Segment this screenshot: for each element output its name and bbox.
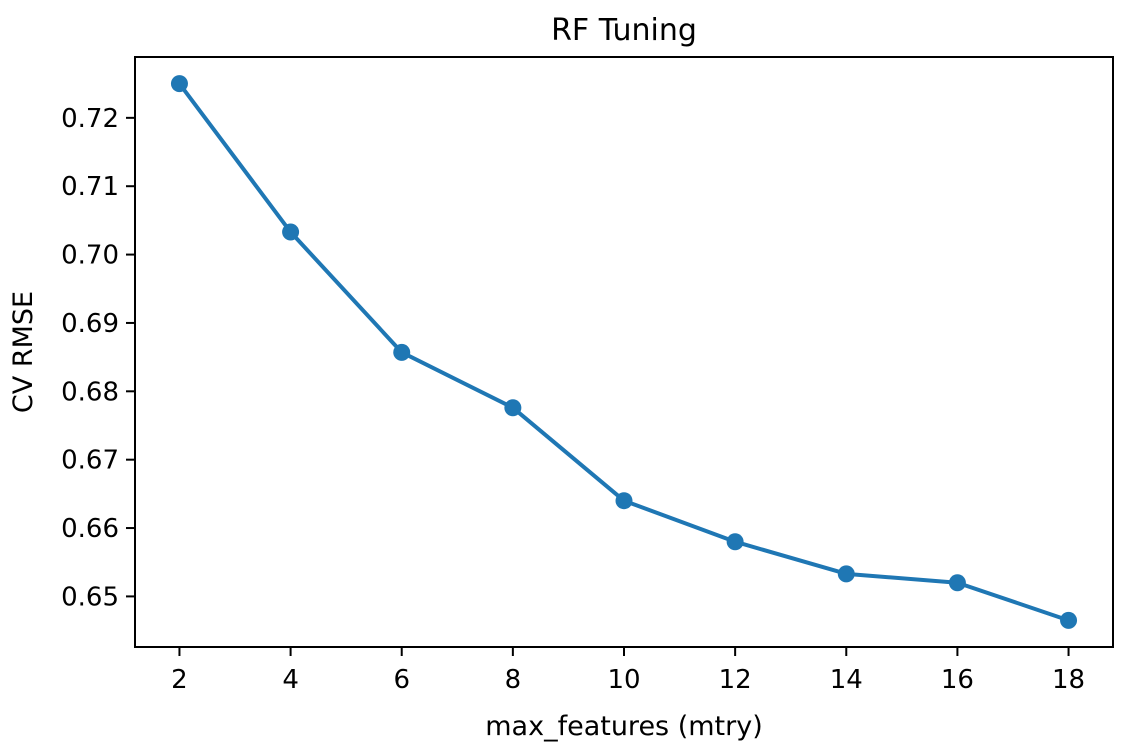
x-tick-label: 8 [505, 665, 522, 695]
y-tick-label: 0.70 [61, 241, 119, 271]
y-tick-label: 0.67 [61, 446, 119, 476]
data-point [393, 343, 411, 361]
x-tick-label: 14 [830, 665, 863, 695]
x-tick-label: 2 [171, 665, 188, 695]
x-tick-label: 4 [282, 665, 299, 695]
data-point [615, 492, 633, 510]
x-tick-label: 16 [941, 665, 974, 695]
plot-content: 2 4 6 8 10 12 14 16 18 0.65 0.66 0.67 0.68 0.69 0.70 0.… [61, 75, 1085, 695]
y-tick-label: 0.69 [61, 309, 119, 339]
data-point [282, 223, 300, 241]
data-point [1060, 611, 1078, 629]
data-point [726, 533, 744, 551]
data-point [504, 399, 522, 417]
y-tick-label: 0.68 [61, 377, 119, 407]
y-tick-label: 0.66 [61, 514, 119, 544]
data-point [837, 565, 855, 583]
y-axis-label: CV RMSE [8, 291, 39, 413]
chart-title: RF Tuning [551, 13, 697, 48]
data-point [170, 75, 188, 93]
y-tick-label: 0.65 [61, 582, 119, 612]
data-line [177, 81, 1071, 623]
x-tick-label: 6 [393, 665, 410, 695]
x-axis-label: max_features (mtry) [485, 711, 763, 742]
y-tick-label: 0.71 [61, 172, 119, 202]
data-point [948, 574, 966, 592]
x-tick-label: 10 [607, 665, 640, 695]
x-tick-label: 12 [719, 665, 752, 695]
y-tick-label: 0.72 [61, 104, 119, 134]
x-tick-label: 18 [1052, 665, 1085, 695]
plot-border [134, 56, 1114, 648]
